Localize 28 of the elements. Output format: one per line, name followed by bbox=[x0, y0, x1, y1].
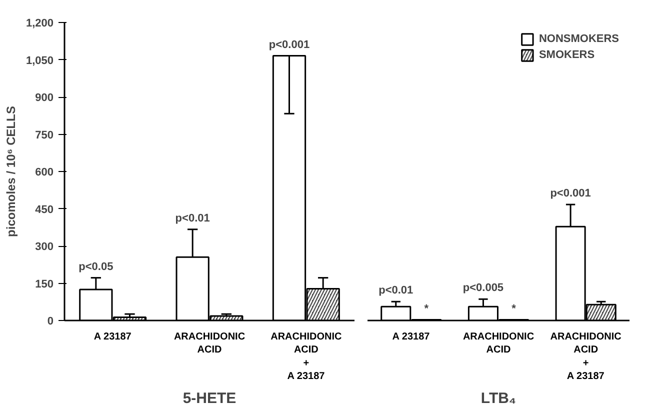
annotation: p<0.01 bbox=[175, 212, 210, 224]
x-tick-label: ARACHIDONIC ACID + A 23187 bbox=[550, 332, 622, 382]
x-tick-label: ARACHIDONIC ACID bbox=[462, 332, 534, 356]
y-axis-title: picomoles / 10⁶ CELLS bbox=[4, 106, 18, 237]
y-tick-label: 750 bbox=[35, 129, 54, 142]
y-tick-label: 1,050 bbox=[26, 54, 54, 67]
y-tick-label: 150 bbox=[35, 278, 54, 290]
annotation: p<0.01 bbox=[378, 284, 414, 297]
y-tick-label: 1,200 bbox=[26, 18, 54, 30]
x-tick-label: ARACHIDONIC ACID + A 23187 bbox=[270, 332, 342, 382]
y-tick-label: 300 bbox=[35, 241, 54, 253]
y-tick-label: 900 bbox=[35, 92, 54, 104]
annotation: * bbox=[512, 302, 517, 315]
annotation: p<0.001 bbox=[268, 38, 310, 51]
x-tick-label: A 23187 bbox=[94, 332, 132, 342]
annotation: p<0.05 bbox=[78, 260, 114, 273]
x-tick-label: A 23187 bbox=[392, 332, 430, 342]
annotation: p<0.005 bbox=[462, 282, 504, 294]
legend-label: SMOKERS bbox=[538, 48, 595, 62]
y-tick-label: 450 bbox=[35, 204, 54, 216]
x-axis-title: LTB₄ bbox=[480, 390, 516, 408]
annotation: p<0.001 bbox=[550, 188, 591, 200]
y-tick-label: 0 bbox=[47, 316, 54, 328]
legend-label: NONSMOKERS bbox=[538, 32, 619, 46]
x-axis-title: 5-HETE bbox=[182, 390, 236, 408]
x-tick-label: ARACHIDONIC ACID bbox=[174, 332, 246, 356]
annotation: * bbox=[424, 302, 430, 315]
y-tick-label: 600 bbox=[35, 166, 54, 178]
